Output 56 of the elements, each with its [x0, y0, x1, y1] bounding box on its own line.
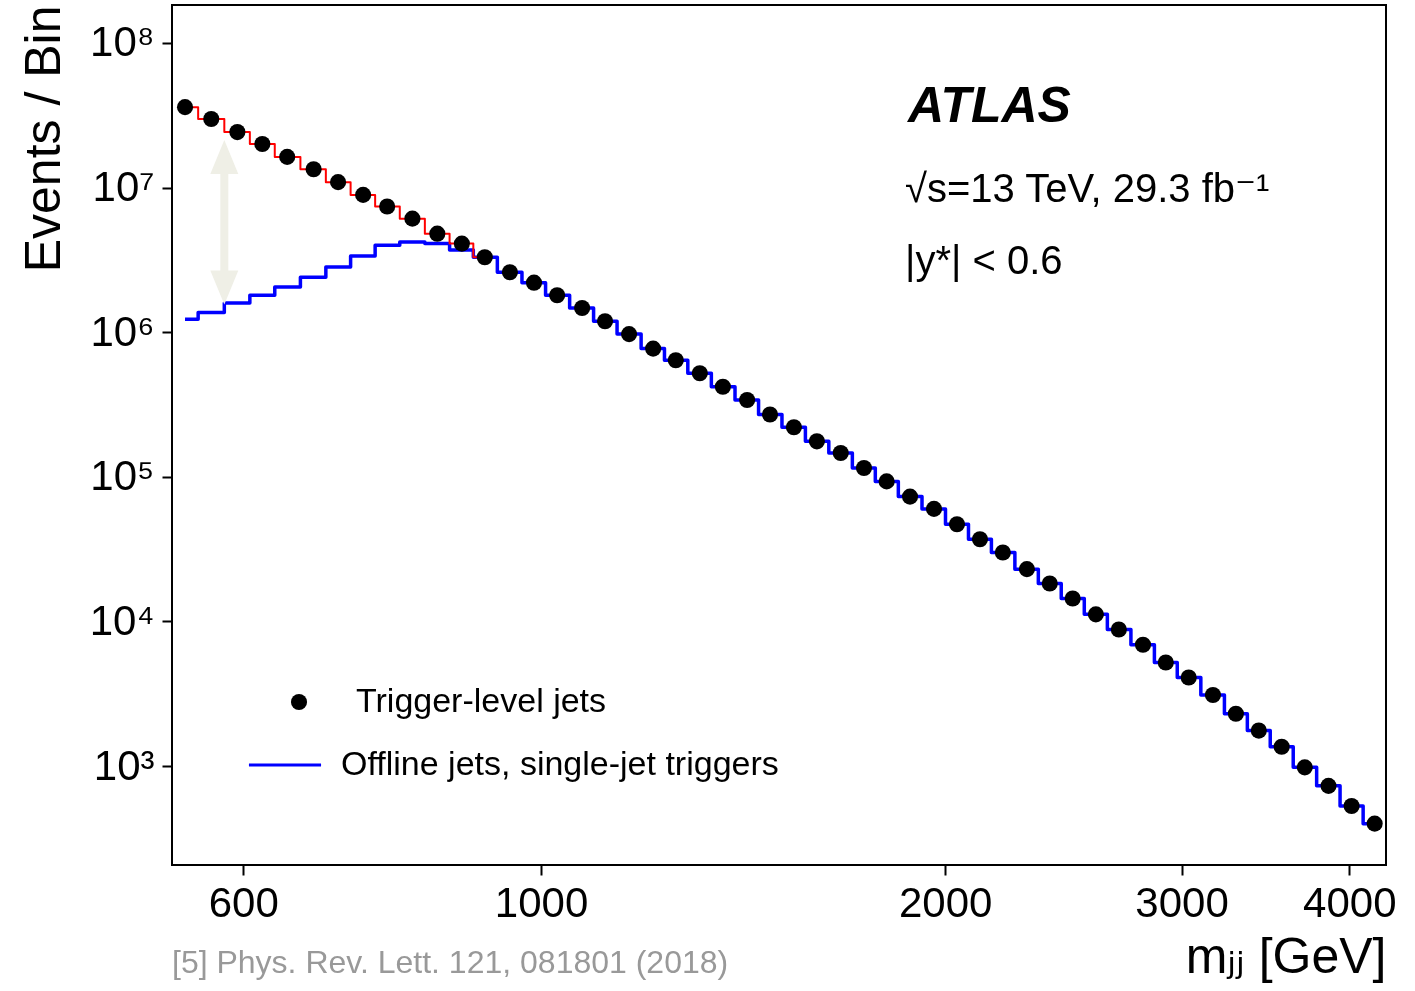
y-tick-label: 10⁴	[89, 596, 155, 644]
x-tick-label: 2000	[898, 878, 993, 926]
point	[1087, 606, 1104, 623]
point	[1366, 815, 1383, 832]
y-tick-label: 10⁶	[90, 307, 155, 355]
point	[1250, 722, 1267, 739]
x-tick-label: 3000	[1135, 878, 1229, 926]
text: [5] Phys. Rev. Lett. 121, 081801 (2018)	[172, 944, 729, 980]
x-axis-title: mⱼⱼ [GeV]	[1185, 927, 1387, 984]
point	[1110, 621, 1127, 638]
point	[761, 406, 779, 423]
y-tick-label: 10³	[93, 741, 155, 789]
point	[1343, 797, 1360, 814]
point	[1296, 759, 1313, 776]
point	[1041, 575, 1058, 592]
point	[855, 460, 873, 477]
point	[808, 433, 825, 450]
legend-label: Trigger-level jets	[356, 681, 607, 719]
point	[621, 326, 638, 343]
point	[667, 352, 684, 369]
annotation: √s=13 TeV, 29.3 fb⁻¹	[905, 166, 1270, 210]
point	[1180, 669, 1197, 686]
point	[739, 391, 756, 409]
point	[1018, 561, 1035, 578]
point	[574, 299, 591, 317]
point	[832, 445, 849, 462]
x-tick-label: 600	[208, 878, 279, 926]
point	[691, 365, 708, 382]
annotation: |y*| < 0.6	[905, 238, 1063, 282]
y-axis-title: Events / Bin	[14, 5, 71, 273]
point	[549, 287, 566, 304]
point	[1227, 705, 1244, 722]
x-tick-label: 1000	[494, 878, 589, 926]
x-tick-label: 4000	[1303, 878, 1397, 926]
point	[1273, 738, 1290, 755]
point	[1320, 777, 1337, 794]
point	[994, 544, 1011, 561]
y-tick-label: 10⁵	[90, 452, 155, 500]
point	[785, 419, 802, 436]
point	[1064, 590, 1081, 607]
point	[1134, 636, 1152, 653]
point	[878, 473, 895, 490]
y-tick-label: 10⁷	[92, 163, 155, 211]
point	[925, 500, 943, 517]
point	[596, 313, 614, 330]
legend-label: Offline jets, single-jet triggers	[341, 744, 779, 782]
point	[1204, 686, 1222, 704]
annotation: ATLAS	[906, 77, 1071, 133]
point	[645, 340, 662, 357]
point	[714, 378, 731, 395]
point	[948, 516, 966, 533]
point	[901, 488, 919, 505]
point	[971, 531, 989, 548]
y-tick-label: 10⁸	[90, 18, 155, 66]
point	[525, 274, 543, 291]
point	[1157, 654, 1174, 671]
